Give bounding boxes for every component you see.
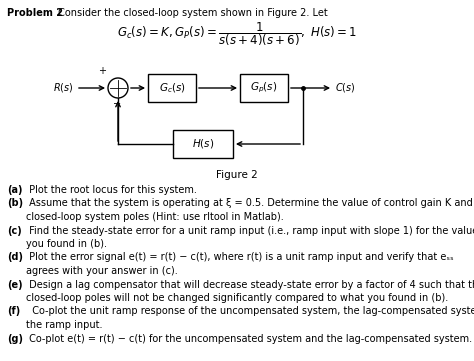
Text: Find the steady-state error for a unit ramp input (i.e., ramp input with slope 1: Find the steady-state error for a unit r… — [26, 226, 474, 235]
Text: (g): (g) — [7, 334, 23, 344]
Text: Plot the root locus for this system.: Plot the root locus for this system. — [26, 185, 197, 195]
Text: (a): (a) — [7, 185, 22, 195]
Text: (c): (c) — [7, 226, 22, 235]
Bar — [148, 74, 196, 102]
Text: Problem 2: Problem 2 — [7, 8, 63, 18]
Bar — [240, 74, 288, 102]
Text: agrees with your answer in (c).: agrees with your answer in (c). — [26, 266, 178, 276]
Text: $G_c(s) = K, G_P(s) = \dfrac{1}{s(s+4)(s+6)},\ H(s) = 1$: $G_c(s) = K, G_P(s) = \dfrac{1}{s(s+4)(s… — [117, 20, 357, 48]
Text: Co-plot the unit ramp response of the uncompensated system, the lag-compensated : Co-plot the unit ramp response of the un… — [26, 306, 474, 317]
Bar — [173, 130, 233, 158]
Text: +: + — [98, 66, 106, 76]
Text: Assume that the system is operating at ξ = 0.5. Determine the value of control g: Assume that the system is operating at ξ… — [26, 199, 474, 209]
Text: closed-loop poles will not be changed significantly compared to what you found i: closed-loop poles will not be changed si… — [26, 293, 448, 303]
Text: Co-plot e(t) = r(t) − c(t) for the uncompensated system and the lag-compensated : Co-plot e(t) = r(t) − c(t) for the uncom… — [26, 334, 472, 344]
Text: (f): (f) — [7, 306, 20, 317]
Text: $R(s)$: $R(s)$ — [54, 81, 74, 93]
Text: Design a lag compensator that will decrease steady-state error by a factor of 4 : Design a lag compensator that will decre… — [26, 279, 474, 290]
Text: (d): (d) — [7, 252, 23, 262]
Text: $G_p(s)$: $G_p(s)$ — [250, 81, 278, 95]
Text: −: − — [113, 99, 121, 109]
Text: closed-loop system poles (Hint: use rltool in Matlab).: closed-loop system poles (Hint: use rlto… — [26, 212, 284, 222]
Text: (b): (b) — [7, 199, 23, 209]
Text: the ramp input.: the ramp input. — [26, 320, 102, 330]
Text: (e): (e) — [7, 279, 23, 290]
Text: Consider the closed-loop system shown in Figure 2. Let: Consider the closed-loop system shown in… — [55, 8, 328, 18]
Text: $H(s)$: $H(s)$ — [192, 138, 214, 151]
Text: $G_c(s)$: $G_c(s)$ — [158, 81, 185, 95]
Text: Plot the error signal e(t) = r(t) − c(t), where r(t) is a unit ramp input and ve: Plot the error signal e(t) = r(t) − c(t)… — [26, 252, 454, 262]
Text: Figure 2: Figure 2 — [216, 170, 258, 180]
Text: $C(s)$: $C(s)$ — [335, 82, 356, 95]
Text: you found in (b).: you found in (b). — [26, 239, 107, 249]
